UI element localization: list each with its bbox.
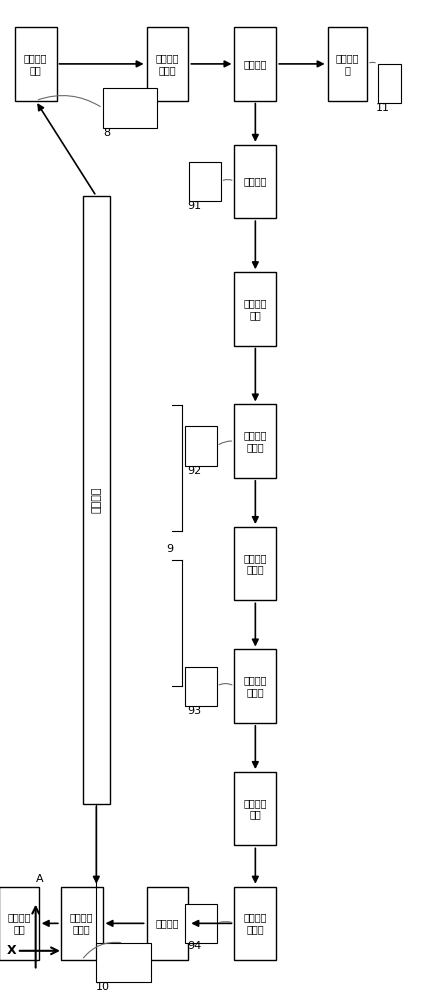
Text: 辅助工位
等待位: 辅助工位 等待位 [243, 913, 267, 934]
Text: 93: 93 [187, 706, 201, 716]
Text: 钢筋笼入
模工位: 钢筋笼入 模工位 [243, 675, 267, 697]
Bar [146, 887, 188, 960]
Text: 清模工位: 清模工位 [243, 176, 267, 186]
Text: 91: 91 [187, 201, 201, 211]
Text: 出台接驳
台垫: 出台接驳 台垫 [24, 53, 47, 75]
Bar [185, 426, 216, 466]
Bar [189, 162, 220, 201]
Bar [96, 943, 150, 982]
Text: 92: 92 [187, 466, 201, 476]
Text: 安装预埋
件工位: 安装预埋 件工位 [243, 553, 267, 574]
Text: 浇筑振捣
工位: 浇筑振捣 工位 [243, 798, 267, 820]
Text: 脱模等待
位: 脱模等待 位 [335, 53, 358, 75]
Bar [102, 88, 157, 128]
Bar [234, 887, 276, 960]
Bar [377, 64, 400, 103]
Text: 入窑接驳
台垫: 入窑接驳 台垫 [7, 913, 31, 934]
Bar [60, 887, 102, 960]
Text: 11: 11 [375, 103, 389, 113]
Text: 8: 8 [103, 127, 110, 137]
Text: 入窑接驳
等待位: 入窑接驳 等待位 [70, 913, 93, 934]
Text: 横向工位: 横向工位 [155, 918, 179, 928]
Bar [234, 527, 276, 600]
Text: 10: 10 [95, 982, 109, 992]
Bar [234, 772, 276, 845]
Text: A: A [36, 874, 43, 884]
Bar [234, 27, 276, 101]
Bar [234, 145, 276, 218]
Text: X: X [7, 944, 17, 957]
Bar [327, 27, 366, 101]
Text: 9: 9 [166, 544, 173, 554]
Text: 94: 94 [187, 941, 201, 951]
Text: 喷涂脱模
剂工位: 喷涂脱模 剂工位 [243, 430, 267, 452]
Bar [234, 272, 276, 346]
Text: 脱模工位: 脱模工位 [243, 59, 267, 69]
Bar [234, 404, 276, 478]
Bar [83, 196, 109, 804]
Bar [234, 649, 276, 723]
Bar [0, 887, 39, 960]
Text: 出窑接驳
等待位: 出窑接驳 等待位 [155, 53, 179, 75]
Text: 模具检测
工位: 模具检测 工位 [243, 298, 267, 320]
Bar [185, 904, 216, 943]
Bar [14, 27, 57, 101]
Text: 蒸养台垫: 蒸养台垫 [91, 487, 101, 513]
Bar [146, 27, 188, 101]
Bar [185, 667, 216, 706]
